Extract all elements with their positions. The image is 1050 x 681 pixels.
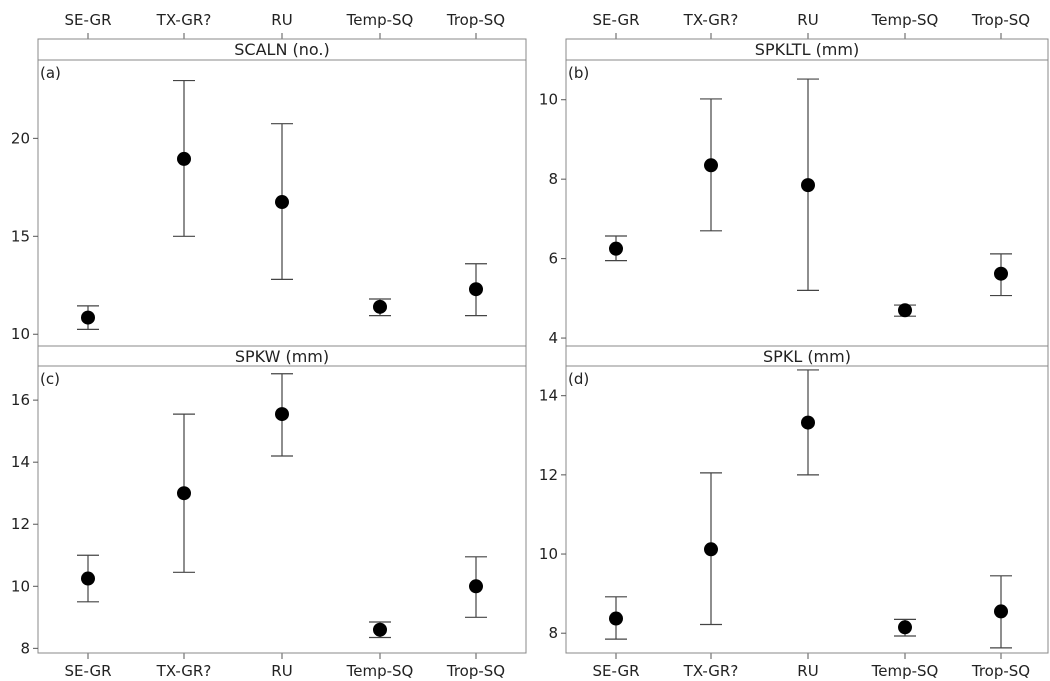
y-tick-label: 10 (539, 91, 558, 109)
y-tick-label: 10 (539, 545, 558, 563)
top-category-label: SE-GR (64, 11, 111, 29)
panel-title: SCALN (no.) (234, 40, 329, 59)
bottom-category-label: TX-GR? (683, 662, 739, 680)
panel-letter: (d) (568, 370, 589, 388)
bottom-category-label: SE-GR (592, 662, 639, 680)
mean-point (275, 407, 289, 422)
mean-point (275, 195, 289, 210)
top-category-label: RU (271, 11, 292, 29)
mean-point (801, 178, 815, 193)
y-tick-label: 6 (548, 250, 558, 268)
mean-point (609, 611, 623, 626)
mean-point (704, 158, 718, 173)
panel-letter: (c) (40, 370, 60, 388)
bottom-category-label: Temp-SQ (346, 662, 414, 680)
panel-title: SPKL (mm) (763, 347, 851, 366)
panel-frame (565, 365, 1049, 654)
panel-letter: (b) (568, 64, 589, 82)
mean-point (609, 241, 623, 256)
y-tick-label: 8 (548, 624, 558, 642)
y-tick-label: 8 (548, 170, 558, 188)
mean-point (898, 303, 912, 318)
mean-point (81, 571, 95, 586)
top-category-label: TX-GR? (156, 11, 212, 29)
mean-point (81, 310, 95, 325)
y-tick-label: 14 (11, 453, 30, 471)
bottom-category-label: Trop-SQ (971, 662, 1030, 680)
top-category-label: Trop-SQ (971, 11, 1030, 29)
bottom-category-label: Trop-SQ (446, 662, 505, 680)
y-tick-label: 16 (11, 391, 30, 409)
y-tick-label: 12 (11, 515, 30, 533)
top-category-label: SE-GR (592, 11, 639, 29)
mean-point (994, 604, 1008, 619)
mean-point (801, 415, 815, 430)
top-category-label: RU (797, 11, 818, 29)
panel-frame (37, 365, 527, 654)
bottom-category-label: RU (797, 662, 818, 680)
mean-point (373, 299, 387, 314)
top-category-label: Temp-SQ (346, 11, 414, 29)
top-category-label: Trop-SQ (446, 11, 505, 29)
panel-letter: (a) (40, 64, 61, 82)
y-tick-label: 10 (11, 325, 30, 343)
mean-point (469, 282, 483, 297)
bottom-category-label: Temp-SQ (871, 662, 939, 680)
panel-frame (565, 59, 1049, 347)
top-category-label: Temp-SQ (871, 11, 939, 29)
panel-title: SPKLTL (mm) (755, 40, 859, 59)
y-tick-label: 14 (539, 387, 558, 405)
y-tick-label: 10 (11, 577, 30, 595)
mean-point (177, 486, 191, 501)
mean-point (469, 579, 483, 594)
y-tick-label: 4 (548, 329, 558, 347)
mean-point (994, 266, 1008, 281)
bottom-category-label: SE-GR (64, 662, 111, 680)
mean-point (373, 622, 387, 637)
mean-point (898, 620, 912, 635)
mean-point (704, 542, 718, 557)
y-tick-label: 12 (539, 466, 558, 484)
y-tick-label: 15 (11, 227, 30, 245)
top-category-label: TX-GR? (683, 11, 739, 29)
panel-title: SPKW (mm) (235, 347, 329, 366)
bottom-category-label: TX-GR? (156, 662, 212, 680)
y-tick-label: 20 (11, 129, 30, 147)
y-tick-label: 8 (20, 639, 30, 657)
mean-point (177, 151, 191, 166)
bottom-category-label: RU (271, 662, 292, 680)
